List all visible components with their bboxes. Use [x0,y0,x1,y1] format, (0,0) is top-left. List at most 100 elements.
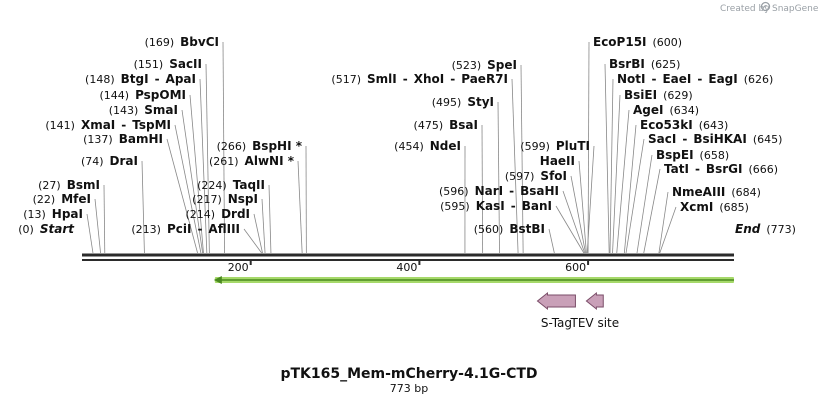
site-pluti[interactable]: (599) PluTI [520,139,590,153]
name-separator: - [509,184,514,198]
name-separator: - [197,222,202,236]
site-bsmi[interactable]: (27) BsmI [38,178,100,192]
site-alwni[interactable]: (261) AlwNI * [209,154,295,168]
site-saci-bsihkai[interactable]: SacI - BsiHKAI (645) [648,132,782,146]
site-bsai[interactable]: (475) BsaI [414,118,478,132]
site-position: (600) [653,36,683,49]
site-position: (217) [192,193,222,206]
site-sacii[interactable]: (151) SacII [134,57,202,71]
site-xmai-tspmi[interactable]: (141) XmaI - TspMI [45,118,171,132]
orf-arrowhead [213,276,222,284]
enzyme-name: NmeAIII [672,185,725,199]
site-position: (27) [38,179,61,192]
site-hpai[interactable]: (13) HpaI [23,207,83,221]
feature-tev-site[interactable]: TEV site [570,291,620,330]
site-position: (629) [663,89,693,102]
site-bstbi[interactable]: (560) BstBI [474,222,545,236]
enzyme-name: XmaI [81,118,115,132]
site-nari-bsahi[interactable]: (596) NarI - BsaHI [439,184,559,198]
site-sfoi[interactable]: (597) SfoI [505,169,567,183]
enzyme-name: EcoP15I [593,35,647,49]
feature-s-tag[interactable]: S-Tag [536,291,576,330]
enzyme-name: AgeI [633,103,663,117]
site-spei[interactable]: (523) SpeI [452,58,517,72]
enzyme-name: Start [40,222,75,236]
enzyme-name: BsrGI [706,162,743,176]
site-position: (517) [331,73,361,86]
site-mfei[interactable]: (22) MfeI [33,192,91,206]
site-ecop15i[interactable]: EcoP15I (600) [593,35,682,49]
site-position: (454) [394,140,424,153]
site-bsphi[interactable]: (266) BspHI * [217,139,303,153]
site-nmeaiii[interactable]: NmeAIII (684) [672,185,761,199]
site-drdi[interactable]: (214) DrdI [185,207,250,221]
enzyme-name: SpeI [487,58,517,72]
enzyme-name: SacI [648,132,676,146]
enzyme-name: StyI [467,95,494,109]
site-end[interactable]: End (773) [735,222,796,236]
site-bsiei[interactable]: BsiEI (629) [624,88,693,102]
enzyme-name: AflIII [208,222,240,236]
enzyme-name: SmlI [367,72,397,86]
feature-arrow[interactable] [536,291,576,311]
site-taqii[interactable]: (224) TaqII [197,178,265,192]
name-separator: - [450,72,455,86]
axis-tick-label: 200 [228,261,249,274]
site-position: (625) [651,58,681,71]
feature-label: S-Tag [541,316,572,330]
site-pcii-afliii[interactable]: (213) PciI - AflIII [131,222,240,236]
site-kasi-bani[interactable]: (595) KasI - BanI [440,199,552,213]
site-noti-eaei-eagi[interactable]: NotI - EaeI - EagI (626) [617,72,773,86]
site-haeii[interactable]: HaeII [540,154,575,168]
site-connector [268,184,272,254]
site-position: (773) [766,223,796,236]
site-position: (475) [414,119,444,132]
site-connector [205,63,210,254]
enzyme-name: EagI [708,72,737,86]
site-bbvci[interactable]: (169) BbvCI [145,35,219,49]
enzyme-name: BbvCI [180,35,219,49]
site-bamhi[interactable]: (137) BamHI [83,132,163,146]
feature-label: TEV site [570,316,620,330]
site-position: (261) [209,155,239,168]
sequence-length: 773 bp [390,382,428,395]
site-position: (684) [731,186,761,199]
enzyme-name: EaeI [662,72,691,86]
site-pspomi[interactable]: (144) PspOMI [99,88,186,102]
site-connector [199,78,208,254]
site-ndei[interactable]: (454) NdeI [394,139,461,153]
site-position: (169) [145,36,175,49]
site-agei[interactable]: AgeI (634) [633,103,699,117]
site-connector [625,138,645,254]
name-separator: - [682,132,687,146]
site-position: (599) [520,140,550,153]
axis-tick-label: 600 [565,261,586,274]
site-bsrbi[interactable]: BsrBI (625) [609,57,680,71]
site-styi[interactable]: (495) StyI [432,95,494,109]
site-xcmi[interactable]: XcmI (685) [680,200,749,214]
site-position: (0) [18,223,34,236]
site-connector [141,160,145,254]
site-btgi-apai[interactable]: (148) BtgI - ApaI [85,72,196,86]
site-nspi[interactable]: (217) NspI [192,192,258,206]
site-connector [243,228,262,254]
site-position: (626) [744,73,774,86]
site-start[interactable]: (0) Start [18,222,75,236]
sequence-title: pTK165_Mem-mCherry-4.1G-CTD [280,366,537,382]
enzyme-name: BsiEI [624,88,657,102]
site-position: (634) [669,104,699,117]
site-lines [86,41,677,254]
site-connector [587,41,590,254]
site-eco53ki[interactable]: Eco53kI (643) [640,118,728,132]
enzyme-name: PluTI [556,139,590,153]
enzyme-name: ApaI [166,72,196,86]
feature-arrow[interactable] [585,291,604,311]
site-tati-bsrgi[interactable]: TatI - BsrGI (666) [664,162,778,176]
site-connector [570,175,586,254]
enzyme-name: XcmI [680,200,713,214]
site-smli-xhoi-paer7i[interactable]: (517) SmlI - XhoI - PaeR7I [331,72,508,86]
site-position: (143) [109,104,139,117]
site-drai[interactable]: (74) DraI [81,154,138,168]
site-bspei[interactable]: BspEI (658) [656,148,729,162]
site-smai[interactable]: (143) SmaI [109,103,178,117]
